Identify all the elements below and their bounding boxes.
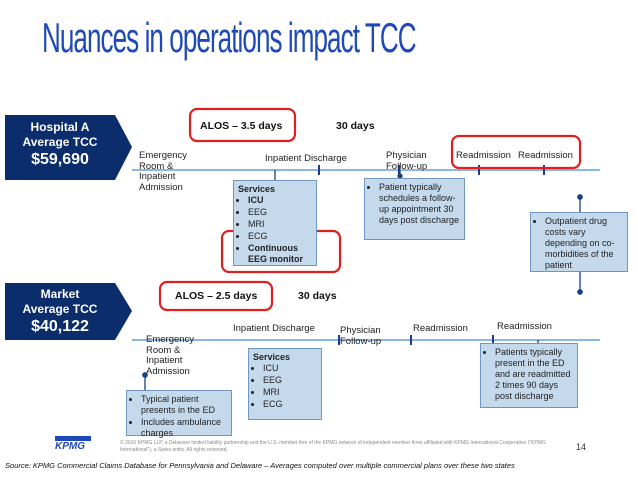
banner-name: Hospital A xyxy=(30,120,90,134)
bullet: Patient typically schedules a follow-up … xyxy=(379,182,460,226)
highlights xyxy=(158,107,582,312)
services-heading: Services xyxy=(238,184,276,194)
hospital-banner xyxy=(5,115,132,180)
note-box: Patients typically present in the ED and… xyxy=(480,343,578,408)
source: Source: KPMG Commercial Claims Database … xyxy=(5,461,515,470)
logo-text: KPMG xyxy=(55,441,85,452)
logo xyxy=(55,436,91,441)
note-box: Patient typically schedules a follow-up … xyxy=(364,178,465,240)
bullet: Typical patient presents in the ED xyxy=(141,394,227,416)
alos: ALOS – 3.5 days xyxy=(200,120,283,132)
bullet: ECG xyxy=(248,231,312,242)
bullet: ICU xyxy=(248,195,312,206)
event: Readmission xyxy=(518,150,573,161)
note-box: Outpatient drug costs vary depending on … xyxy=(530,212,628,272)
bullet: MRI xyxy=(263,387,317,398)
bullet: ICU xyxy=(263,363,317,374)
banner-metric: Average TCC xyxy=(22,302,98,316)
event: Inpatient Discharge xyxy=(265,153,347,164)
banner-text: Hospital A Average TCC $59,690 xyxy=(5,120,115,170)
banner-value: $59,690 xyxy=(31,151,89,168)
services-box: Services ICUEEGMRIECGContinuous EEG moni… xyxy=(233,180,317,266)
banner-metric: Average TCC xyxy=(22,135,98,149)
event: Physician Follow-up xyxy=(340,325,382,347)
bullet: Continuous EEG monitor xyxy=(248,243,312,265)
banner-text: Market Average TCC $40,122 xyxy=(5,287,115,337)
bullet: EEG xyxy=(248,207,312,218)
event: Inpatient Discharge xyxy=(233,323,315,334)
bullet: Includes ambulance charges xyxy=(141,417,227,439)
timeline-ticks xyxy=(318,165,545,345)
market-banner xyxy=(5,283,132,340)
banner-value: $40,122 xyxy=(31,318,89,335)
page-number: 14 xyxy=(576,442,587,452)
bullet: Outpatient drug costs vary depending on … xyxy=(545,216,623,271)
copyright: © 2016 KPMG LLP, a Delaware limited liab… xyxy=(120,440,546,453)
alos: ALOS – 2.5 days xyxy=(175,290,258,302)
event: Readmission xyxy=(497,321,552,332)
event: Readmission xyxy=(456,150,511,161)
window: 30 days xyxy=(336,120,375,132)
bullet: Patients typically present in the ED and… xyxy=(495,347,573,402)
bullet: EEG xyxy=(263,375,317,386)
bullet: MRI xyxy=(248,219,312,230)
bullet: ECG xyxy=(263,399,317,410)
event: Emergency Room & Inpatient Admission xyxy=(139,150,188,193)
event: Emergency Room & Inpatient Admission xyxy=(146,334,195,377)
event: Readmission xyxy=(413,323,468,334)
services-box: Services ICUEEGMRIECG xyxy=(248,348,322,420)
title: Nuances in operations impact TCC xyxy=(42,14,416,61)
event: Physician Follow-up xyxy=(386,150,428,172)
services-heading: Services xyxy=(253,352,291,362)
banner-name: Market xyxy=(40,287,80,301)
window: 30 days xyxy=(298,290,337,302)
note-box: Typical patient presents in the EDInclud… xyxy=(126,390,232,439)
